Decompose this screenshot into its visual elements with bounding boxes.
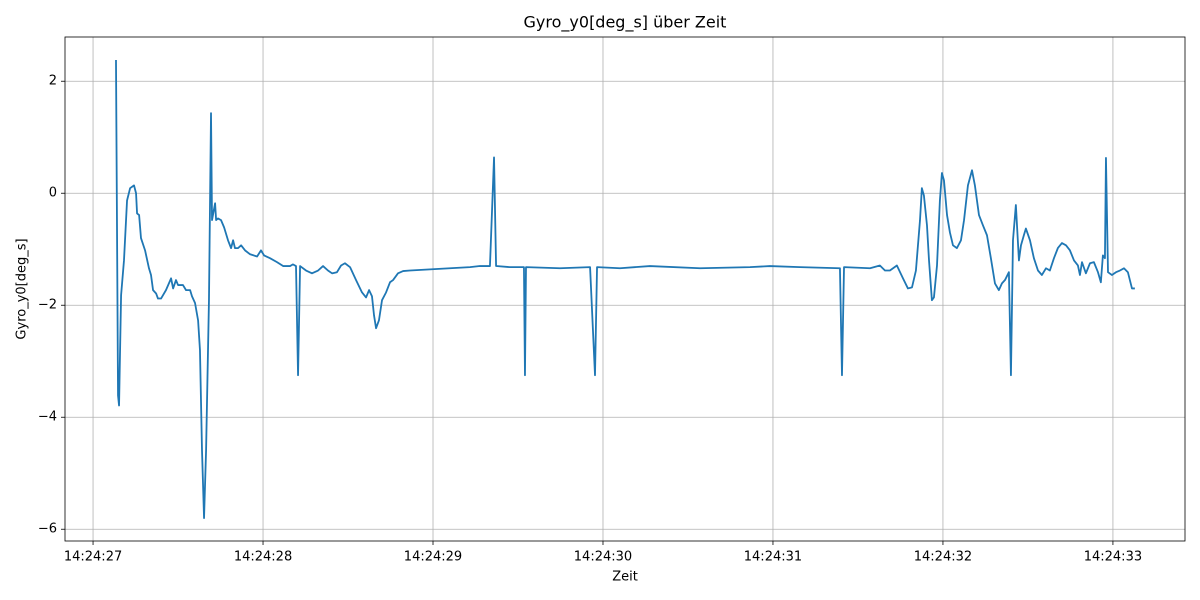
data-line xyxy=(115,59,1135,519)
y-tick-label: 0 xyxy=(49,186,57,201)
x-tick-label: 14:24:30 xyxy=(574,550,632,565)
y-tick-label: −4 xyxy=(38,410,57,425)
x-tick-label: 14:24:28 xyxy=(234,550,292,565)
x-tick-label: 14:24:31 xyxy=(744,550,802,565)
chart-title: Gyro_y0[deg_s] über Zeit xyxy=(524,13,727,33)
y-axis-label: Gyro_y0[deg_s] xyxy=(15,238,30,339)
x-tick-label: 14:24:32 xyxy=(914,550,972,565)
x-tick-label: 14:24:33 xyxy=(1084,550,1142,565)
x-tick-label: 14:24:29 xyxy=(404,550,462,565)
plot-frame xyxy=(64,36,1186,542)
y-tick-label: −6 xyxy=(38,522,57,537)
x-tick-label: 14:24:27 xyxy=(64,550,122,565)
y-tick-label: −2 xyxy=(38,298,57,313)
x-axis-label: Zeit xyxy=(612,570,638,585)
y-tick-label: 2 xyxy=(49,74,57,89)
